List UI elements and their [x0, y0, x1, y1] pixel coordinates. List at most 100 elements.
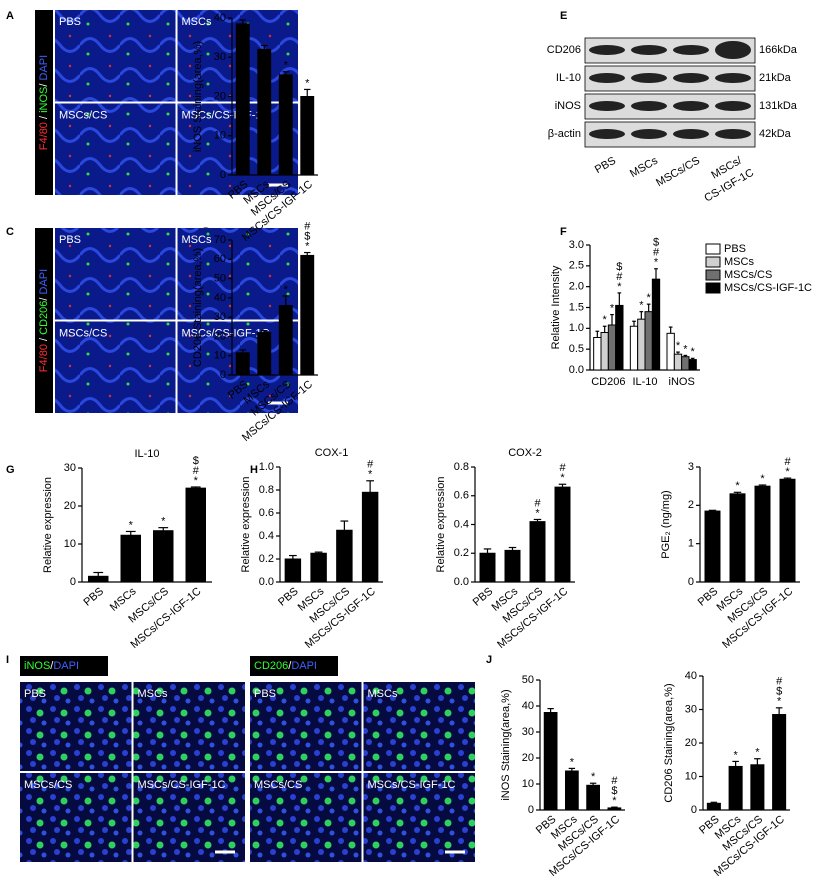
- tile-label: MSCs/CS-IGF-1C: [368, 779, 456, 791]
- x-tick-label: CD206: [591, 376, 625, 388]
- y-tick-label: 40: [214, 292, 226, 304]
- x-tick-label: PBS: [81, 585, 106, 608]
- significance-mark: #: [653, 247, 660, 259]
- micrograph-tile: [363, 682, 475, 771]
- y-tick-label: 2.0: [569, 281, 584, 293]
- bar: [554, 486, 571, 583]
- protein-size: 21kDa: [759, 72, 792, 84]
- y-tick-label: 30: [685, 703, 697, 715]
- significance-mark: *: [691, 346, 696, 358]
- y-axis-label: iNOS Staining(area,%): [192, 41, 204, 152]
- bar: [607, 807, 622, 811]
- significance-mark: *: [194, 475, 199, 487]
- y-tick-label: 3.0: [569, 239, 584, 251]
- bar: [772, 714, 787, 811]
- y-tick-label: 10: [522, 778, 534, 790]
- y-tick-label: 0.5: [569, 343, 584, 355]
- bar: [644, 311, 653, 371]
- panel-label: I: [6, 654, 9, 666]
- y-tick-label: 0.2: [454, 547, 469, 559]
- bar: [688, 359, 697, 371]
- y-axis-label: PGE₂ (ng/mg): [660, 490, 672, 558]
- blot-band: [673, 73, 709, 83]
- bar: [681, 356, 690, 371]
- y-tick-label: 40: [522, 700, 534, 712]
- bar: [728, 765, 743, 811]
- y-tick-label: 40: [214, 12, 226, 24]
- stain-part: /: [288, 660, 292, 672]
- blot-band: [673, 129, 709, 139]
- blot-band: [589, 45, 625, 55]
- stain-label: iNOS/DAPI: [24, 660, 79, 672]
- y-tick-label: 40: [685, 670, 697, 682]
- bar: [185, 487, 206, 583]
- bar: [565, 770, 579, 811]
- micrograph-tile: [363, 773, 475, 862]
- blot-band: [631, 101, 667, 111]
- y-tick-label: 0: [691, 804, 697, 816]
- panel-label: F: [560, 226, 567, 238]
- legend-swatch: [705, 282, 721, 294]
- stain-part: DAPI: [38, 55, 50, 81]
- legend-label: MSCs/CS-IGF-1C: [724, 282, 812, 294]
- y-tick-label: 1: [688, 538, 694, 550]
- y-tick-label: 0.0: [259, 576, 274, 588]
- bar: [284, 558, 302, 583]
- micrograph-tile: [20, 773, 132, 862]
- bar: [235, 352, 250, 376]
- bar: [235, 23, 250, 176]
- blot-band: [589, 129, 625, 139]
- chart-title: COX-1: [315, 447, 349, 459]
- blot-band: [715, 41, 751, 59]
- significance-mark: *: [617, 281, 622, 293]
- blot-band: [673, 101, 709, 111]
- panel-label: J: [486, 654, 492, 666]
- significance-mark: #: [367, 459, 374, 471]
- micrograph-tile: [55, 10, 176, 102]
- stain-part: /: [38, 295, 50, 301]
- bar: [600, 332, 609, 371]
- panel-label: E: [560, 10, 567, 22]
- micrograph-tile: [133, 682, 245, 771]
- bar: [310, 552, 327, 583]
- significance-mark: #: [616, 271, 623, 283]
- y-tick-label: 10: [685, 770, 697, 782]
- y-tick-label: 0: [528, 804, 534, 816]
- chart-title: COX-2: [508, 447, 542, 459]
- y-tick-label: 3: [688, 461, 694, 473]
- significance-mark: #: [193, 465, 200, 477]
- lane-label: MSCs: [628, 154, 660, 180]
- tile-label: MSCs: [182, 234, 212, 246]
- chart-title: IL-10: [134, 448, 159, 460]
- y-tick-label: 20: [64, 500, 76, 512]
- protein-size: 42kDa: [759, 128, 792, 140]
- significance-mark: *: [603, 314, 608, 326]
- micrograph-tile: [55, 321, 176, 413]
- stain-label-bg: [20, 656, 108, 676]
- blot-band: [631, 45, 667, 55]
- significance-mark: *: [735, 480, 740, 492]
- stain-part: /: [38, 80, 50, 86]
- tile-label: MSCs/CS: [24, 779, 72, 791]
- y-tick-label: 0.4: [259, 530, 274, 542]
- bar: [120, 534, 141, 583]
- y-tick-label: 10: [214, 350, 226, 362]
- significance-mark: *: [777, 696, 782, 708]
- bar: [336, 529, 353, 583]
- bar: [629, 325, 639, 371]
- significance-mark: *: [654, 257, 659, 269]
- bar: [504, 549, 521, 583]
- micrograph-tile: [133, 773, 245, 862]
- significance-mark: #: [776, 676, 783, 688]
- x-tick-label: IL-10: [632, 376, 657, 388]
- bar: [257, 332, 272, 376]
- y-tick-label: 50: [214, 272, 226, 284]
- stain-part: /: [50, 660, 54, 672]
- stain-part: F4/80: [38, 344, 50, 372]
- bar: [529, 521, 546, 583]
- tile-label: PBS: [59, 16, 81, 28]
- significance-mark: $: [653, 237, 659, 249]
- y-axis-label: Relative Intensity: [550, 265, 562, 349]
